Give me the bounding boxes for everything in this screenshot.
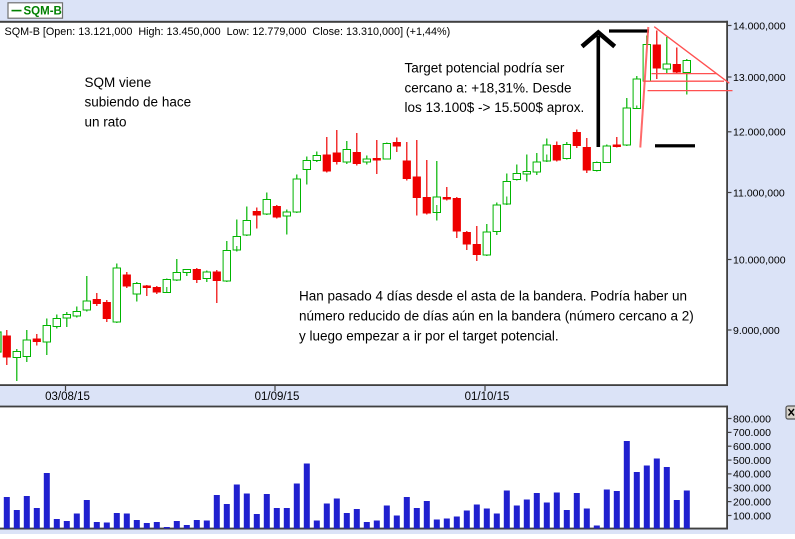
svg-text:subiendo de hace: subiendo de hace [85,95,192,110]
svg-text:100.000: 100.000 [733,510,771,522]
svg-text:03/08/15: 03/08/15 [45,391,90,403]
svg-text:13.000,000: 13.000,000 [733,72,786,84]
svg-text:y luego empezar a ir por el ta: y luego empezar a ir por el target poten… [299,329,559,344]
svg-text:12.000,000: 12.000,000 [733,127,786,139]
svg-text:500.000: 500.000 [733,455,771,467]
svg-text:SQM viene: SQM viene [85,75,152,90]
svg-text:11.000,000: 11.000,000 [733,187,785,199]
svg-text:Target potencial podría ser: Target potencial podría ser [405,61,565,76]
svg-text:Han pasado 4 días desde el ast: Han pasado 4 días desde el asta de la ba… [299,289,687,304]
svg-text:01/10/15: 01/10/15 [465,391,510,403]
svg-text:14.000,000: 14.000,000 [733,20,786,32]
svg-text:800.000: 800.000 [733,413,771,425]
svg-text:300.000: 300.000 [733,483,771,495]
svg-text:600.000: 600.000 [733,441,771,453]
svg-text:los 13.100$ -> 15.500$ aprox.: los 13.100$ -> 15.500$ aprox. [405,100,585,115]
svg-text:un rato: un rato [85,114,127,129]
svg-text:9.000,000: 9.000,000 [733,325,780,337]
svg-text:10.000,000: 10.000,000 [733,254,786,266]
svg-text:número reducido de días aún en: número reducido de días aún en la bander… [299,309,694,324]
svg-text:SQM-B [Open: 13.121,000 High:: SQM-B [Open: 13.121,000 High: 13.450,000… [5,26,451,38]
svg-text:200.000: 200.000 [733,496,771,508]
svg-text:SQM-B: SQM-B [24,6,62,18]
svg-text:cercano a: +18,31%. Desde: cercano a: +18,31%. Desde [405,80,572,95]
svg-text:400.000: 400.000 [733,469,771,481]
svg-text:01/09/15: 01/09/15 [255,391,300,403]
svg-text:700.000: 700.000 [733,427,771,439]
